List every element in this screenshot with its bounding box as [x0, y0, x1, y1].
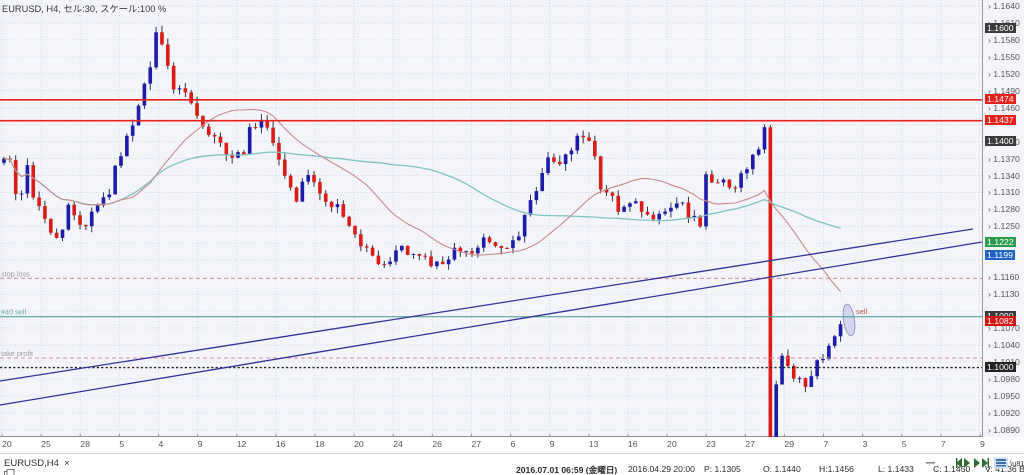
svg-text:take profit: take profit: [1, 349, 33, 358]
svg-text:\u81ea\u52d5\u30b9\u30af\u30ed: \u81ea\u52d5\u30b9\u30af\u30ed\u30fc\u30…: [1010, 459, 1024, 468]
svg-text:sell: sell: [856, 307, 868, 316]
svg-text:#40 sell: #40 sell: [1, 308, 27, 317]
svg-text:stop loss: stop loss: [1, 269, 30, 278]
